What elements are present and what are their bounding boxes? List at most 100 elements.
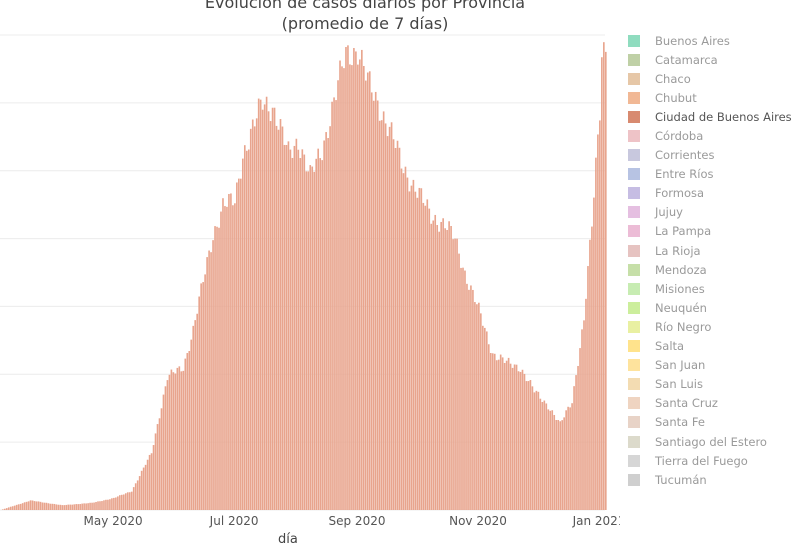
bar[interactable] xyxy=(456,238,458,511)
legend-item[interactable]: Tucumán xyxy=(628,470,798,489)
bar[interactable] xyxy=(589,239,591,510)
legend-item[interactable]: Córdoba xyxy=(628,126,798,145)
bar[interactable] xyxy=(452,239,454,510)
bar[interactable] xyxy=(581,329,583,510)
bar[interactable] xyxy=(180,371,183,510)
bar[interactable] xyxy=(85,503,87,510)
bar[interactable] xyxy=(53,503,56,510)
bar[interactable] xyxy=(603,42,605,511)
bar[interactable] xyxy=(511,367,514,510)
bar[interactable] xyxy=(154,433,157,510)
bar[interactable] xyxy=(440,221,442,510)
bar[interactable] xyxy=(370,92,373,510)
legend-item[interactable]: Mendoza xyxy=(628,260,798,279)
bar[interactable] xyxy=(422,202,425,511)
bar[interactable] xyxy=(591,226,593,510)
bar[interactable] xyxy=(482,325,484,510)
bar[interactable] xyxy=(170,369,173,510)
bar[interactable] xyxy=(450,226,452,510)
legend-item[interactable]: Santa Fe xyxy=(628,413,798,432)
legend-item[interactable]: Santa Cruz xyxy=(628,394,798,413)
bar[interactable] xyxy=(333,97,335,511)
bar[interactable] xyxy=(113,497,115,510)
bar[interactable] xyxy=(134,483,137,510)
bar[interactable] xyxy=(158,418,161,510)
bar[interactable] xyxy=(119,495,121,510)
bar[interactable] xyxy=(595,157,597,510)
bar[interactable] xyxy=(43,502,46,510)
bar[interactable] xyxy=(174,373,177,511)
bar[interactable] xyxy=(287,141,290,510)
bar[interactable] xyxy=(156,424,159,510)
bar[interactable] xyxy=(178,366,181,510)
bar[interactable] xyxy=(128,492,131,510)
bar[interactable] xyxy=(329,126,331,510)
bar[interactable] xyxy=(501,357,504,510)
bar[interactable] xyxy=(565,410,567,510)
bar[interactable] xyxy=(327,138,329,511)
bar[interactable] xyxy=(355,51,357,510)
bar[interactable] xyxy=(265,96,268,510)
bar[interactable] xyxy=(408,191,411,511)
bar[interactable] xyxy=(267,111,270,510)
bar[interactable] xyxy=(109,499,111,510)
bar[interactable] xyxy=(563,417,565,510)
bar[interactable] xyxy=(83,503,85,510)
bar[interactable] xyxy=(541,402,544,510)
legend-item[interactable]: Misiones xyxy=(628,279,798,298)
bar[interactable] xyxy=(374,91,377,510)
bar[interactable] xyxy=(343,68,345,511)
bar[interactable] xyxy=(402,173,405,510)
bar[interactable] xyxy=(303,154,306,511)
bar[interactable] xyxy=(480,313,482,510)
bar[interactable] xyxy=(390,122,393,510)
bar[interactable] xyxy=(361,49,363,511)
bar[interactable] xyxy=(376,100,379,511)
bar[interactable] xyxy=(380,120,383,511)
bar[interactable] xyxy=(505,360,508,510)
bar[interactable] xyxy=(319,158,321,510)
bar[interactable] xyxy=(190,339,193,510)
bar[interactable] xyxy=(448,221,450,510)
bar[interactable] xyxy=(121,494,123,510)
bar[interactable] xyxy=(283,144,286,510)
bar[interactable] xyxy=(249,128,252,510)
bar[interactable] xyxy=(432,220,435,510)
bar[interactable] xyxy=(539,398,542,510)
bar[interactable] xyxy=(489,352,492,510)
bar[interactable] xyxy=(259,99,262,510)
legend-item[interactable]: Río Negro xyxy=(628,317,798,336)
bar[interactable] xyxy=(275,125,278,511)
bar[interactable] xyxy=(103,500,105,510)
chart-plot[interactable]: May 2020 Jul 2020 Sep 2020 Nov 2020 Jan 2021 xyxy=(0,0,620,550)
bar[interactable] xyxy=(75,504,78,510)
bar[interactable] xyxy=(517,371,520,510)
bar[interactable] xyxy=(493,353,496,510)
bar[interactable] xyxy=(226,206,228,510)
bar[interactable] xyxy=(126,492,129,510)
bar[interactable] xyxy=(601,57,603,510)
bar[interactable] xyxy=(363,66,365,510)
bar[interactable] xyxy=(21,503,24,510)
legend-item[interactable]: Catamarca xyxy=(628,50,798,69)
bar[interactable] xyxy=(454,238,456,511)
bar[interactable] xyxy=(255,118,258,511)
legend-item[interactable]: La Pampa xyxy=(628,222,798,241)
bar[interactable] xyxy=(398,147,401,510)
bar[interactable] xyxy=(571,403,573,510)
bar[interactable] xyxy=(460,267,462,510)
bar[interactable] xyxy=(243,145,246,511)
bar[interactable] xyxy=(204,274,206,510)
bar[interactable] xyxy=(533,392,536,510)
bar[interactable] xyxy=(366,72,369,511)
bar[interactable] xyxy=(176,367,179,510)
bar[interactable] xyxy=(97,501,99,510)
bar[interactable] xyxy=(382,111,385,510)
bar[interactable] xyxy=(386,136,389,510)
bar[interactable] xyxy=(9,506,12,510)
bar[interactable] xyxy=(77,504,79,510)
bar[interactable] xyxy=(69,504,72,510)
bar[interactable] xyxy=(117,496,119,510)
bar[interactable] xyxy=(515,364,518,510)
bar[interactable] xyxy=(394,147,397,511)
